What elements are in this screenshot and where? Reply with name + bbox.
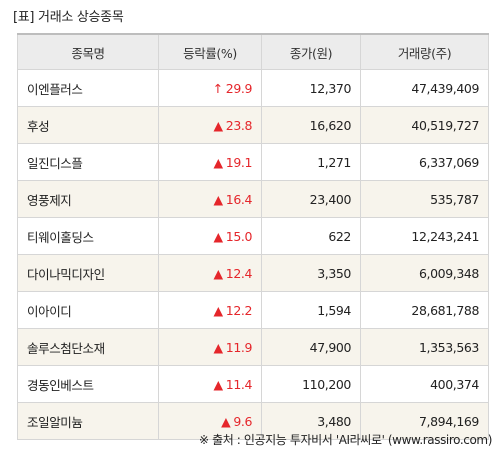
volume: 12,243,241 <box>360 217 489 255</box>
change-rate: ▲ 16.4 <box>158 180 262 218</box>
column-header-close: 종가(원) <box>261 33 361 70</box>
table-row: 경동인베스트 ▲ 11.4 110,200 400,374 <box>17 365 489 403</box>
table-row: 이엔플러스 ↑ 29.9 12,370 47,439,409 <box>17 69 489 107</box>
stock-name: 후성 <box>17 106 159 144</box>
source-footnote: ※ 출처 : 인공지능 투자비서 'AI라씨로' (www.rassiro.co… <box>199 433 492 447</box>
rate-value: 23.8 <box>225 117 253 133</box>
volume: 7,894,169 <box>360 402 489 440</box>
table-row: 티웨이홀딩스 ▲ 15.0 622 12,243,241 <box>17 217 489 255</box>
stock-name: 다이나믹디자인 <box>17 254 159 292</box>
stock-name: 이엔플러스 <box>17 69 159 107</box>
table-row: 일진디스플 ▲ 19.1 1,271 6,337,069 <box>17 143 489 181</box>
rate-value: 29.9 <box>225 80 253 96</box>
table-row: 영풍제지 ▲ 16.4 23,400 535,787 <box>17 180 489 218</box>
volume: 400,374 <box>360 365 489 403</box>
rate-value: 11.4 <box>225 376 253 392</box>
up-triangle-icon: ▲ <box>213 228 224 244</box>
up-triangle-icon: ▲ <box>213 117 224 133</box>
table-row: 후성 ▲ 23.8 16,620 40,519,727 <box>17 106 489 144</box>
stock-table: 종목명 등락률(%) 종가(원) 거래량(주) 이엔플러스 ↑ 29.9 12,3… <box>17 33 489 440</box>
table-row: 조일알미늄 ▲ 9.6 3,480 7,894,169 <box>17 402 489 440</box>
close-price: 23,400 <box>261 180 361 218</box>
page-title: [표] 거래소 상승종목 <box>13 10 124 25</box>
stock-name: 조일알미늄 <box>17 402 159 440</box>
up-triangle-icon: ▲ <box>213 154 224 170</box>
close-price: 3,350 <box>261 254 361 292</box>
table-row: 이아이디 ▲ 12.2 1,594 28,681,788 <box>17 291 489 329</box>
close-price: 110,200 <box>261 365 361 403</box>
volume: 28,681,788 <box>360 291 489 329</box>
change-rate: ▲ 11.4 <box>158 365 262 403</box>
rate-value: 16.4 <box>225 191 253 207</box>
change-rate: ▲ 11.9 <box>158 328 262 366</box>
volume: 6,009,348 <box>360 254 489 292</box>
close-price: 16,620 <box>261 106 361 144</box>
close-price: 47,900 <box>261 328 361 366</box>
volume: 1,353,563 <box>360 328 489 366</box>
rate-value: 9.6 <box>233 413 252 429</box>
change-rate: ▲ 23.8 <box>158 106 262 144</box>
table-header-row: 종목명 등락률(%) 종가(원) 거래량(주) <box>17 33 489 70</box>
change-rate: ▲ 12.2 <box>158 291 262 329</box>
change-rate: ▲ 15.0 <box>158 217 262 255</box>
close-price: 622 <box>261 217 361 255</box>
up-triangle-icon: ▲ <box>213 265 224 281</box>
rate-value: 12.2 <box>225 302 253 318</box>
stock-name: 일진디스플 <box>17 143 159 181</box>
volume: 6,337,069 <box>360 143 489 181</box>
up-triangle-icon: ▲ <box>213 191 224 207</box>
up-arrow-icon: ↑ <box>212 80 223 96</box>
column-header-rate: 등락률(%) <box>158 33 262 70</box>
column-header-name: 종목명 <box>17 33 159 70</box>
stock-name: 이아이디 <box>17 291 159 329</box>
change-rate: ▲ 12.4 <box>158 254 262 292</box>
rate-value: 19.1 <box>225 154 253 170</box>
close-price: 1,594 <box>261 291 361 329</box>
up-triangle-icon: ▲ <box>221 413 231 429</box>
stock-name: 티웨이홀딩스 <box>17 217 159 255</box>
stock-name: 솔루스첨단소재 <box>17 328 159 366</box>
volume: 47,439,409 <box>360 69 489 107</box>
close-price: 12,370 <box>261 69 361 107</box>
up-triangle-icon: ▲ <box>213 302 224 318</box>
table-row: 솔루스첨단소재 ▲ 11.9 47,900 1,353,563 <box>17 328 489 366</box>
close-price: 3,480 <box>261 402 361 440</box>
rate-value: 12.4 <box>225 265 253 281</box>
column-header-volume: 거래량(주) <box>360 33 489 70</box>
rate-value: 15.0 <box>225 228 253 244</box>
stock-name: 영풍제지 <box>17 180 159 218</box>
change-rate: ▲ 19.1 <box>158 143 262 181</box>
volume: 535,787 <box>360 180 489 218</box>
close-price: 1,271 <box>261 143 361 181</box>
up-triangle-icon: ▲ <box>213 376 224 392</box>
up-triangle-icon: ▲ <box>213 339 224 355</box>
change-rate: ↑ 29.9 <box>158 69 262 107</box>
rate-value: 11.9 <box>225 339 253 355</box>
stock-name: 경동인베스트 <box>17 365 159 403</box>
volume: 40,519,727 <box>360 106 489 144</box>
table-row: 다이나믹디자인 ▲ 12.4 3,350 6,009,348 <box>17 254 489 292</box>
